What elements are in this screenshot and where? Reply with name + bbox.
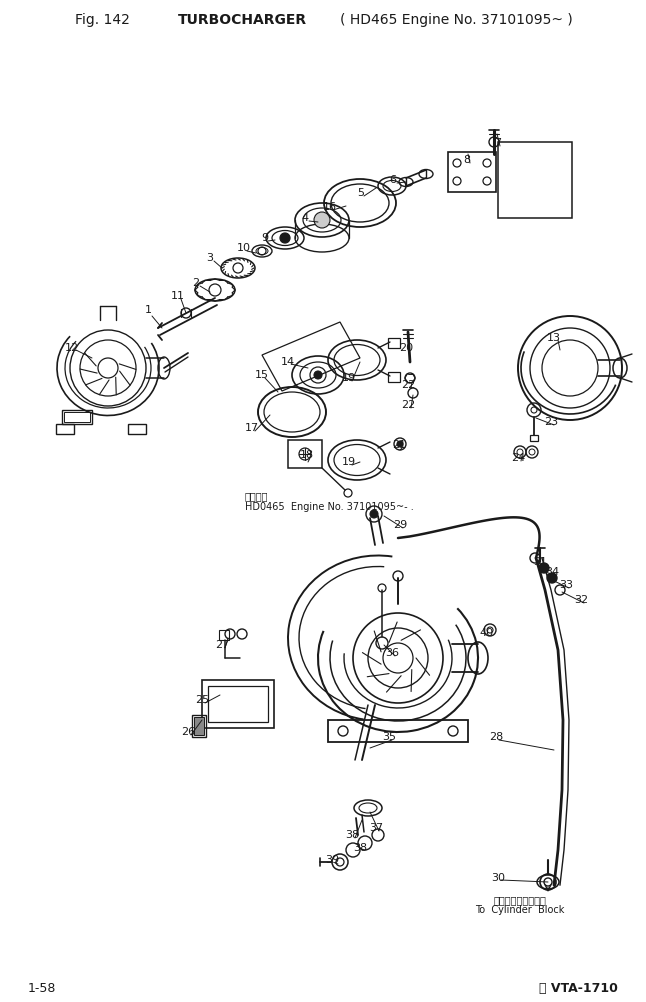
- Text: 20: 20: [399, 343, 413, 353]
- Text: 5: 5: [357, 188, 364, 198]
- Text: 39: 39: [325, 855, 339, 865]
- Text: 7: 7: [494, 138, 501, 148]
- Text: TURBOCHARGER: TURBOCHARGER: [178, 13, 307, 27]
- Text: 4: 4: [302, 213, 309, 223]
- Circle shape: [370, 510, 378, 518]
- Text: 1-58: 1-58: [28, 982, 56, 995]
- Text: 37: 37: [369, 823, 383, 833]
- Text: Fig. 142: Fig. 142: [75, 13, 130, 27]
- Text: 15: 15: [255, 370, 269, 380]
- Text: 2: 2: [193, 278, 200, 288]
- Bar: [219, 630, 229, 640]
- Text: 38: 38: [353, 843, 367, 853]
- Text: 24: 24: [511, 453, 525, 463]
- Bar: [448, 152, 496, 192]
- Text: 6: 6: [390, 175, 397, 185]
- Circle shape: [314, 371, 322, 379]
- Text: ( HD465 Engine No. 37101095~ ): ( HD465 Engine No. 37101095~ ): [340, 13, 573, 27]
- Text: 12: 12: [65, 343, 79, 353]
- Text: 23: 23: [544, 417, 558, 427]
- Text: 8: 8: [463, 155, 470, 165]
- Bar: [530, 435, 538, 441]
- Circle shape: [397, 441, 403, 447]
- Text: 1: 1: [145, 305, 152, 315]
- Text: 36: 36: [385, 648, 399, 658]
- Text: 22: 22: [401, 380, 415, 390]
- Circle shape: [539, 563, 549, 573]
- Text: 32: 32: [574, 595, 588, 605]
- Text: 40: 40: [480, 628, 494, 638]
- Text: 9: 9: [262, 233, 269, 243]
- Text: 13: 13: [547, 333, 561, 343]
- Bar: [288, 440, 322, 468]
- Text: 34: 34: [545, 567, 559, 577]
- Circle shape: [547, 573, 557, 583]
- Text: 38: 38: [345, 830, 359, 840]
- Text: 29: 29: [393, 520, 407, 530]
- Bar: [64, 412, 90, 422]
- Text: 17: 17: [245, 423, 259, 433]
- Text: 3: 3: [207, 253, 213, 263]
- Text: To  Cylinder  Block: To Cylinder Block: [475, 905, 565, 915]
- Text: HD0465  Engine No. 37101095~- .: HD0465 Engine No. 37101095~- .: [245, 502, 413, 512]
- Text: 22: 22: [401, 400, 415, 410]
- Text: 31: 31: [533, 557, 547, 567]
- Text: 28: 28: [489, 732, 503, 742]
- Text: 14: 14: [281, 357, 295, 367]
- Text: 21: 21: [392, 440, 406, 450]
- Text: 19: 19: [342, 373, 356, 383]
- Text: 11: 11: [171, 291, 185, 301]
- Text: 25: 25: [195, 695, 209, 705]
- Text: 適用番号: 適用番号: [245, 491, 269, 501]
- Text: 10: 10: [237, 243, 251, 253]
- Text: 33: 33: [559, 580, 573, 590]
- Bar: [208, 686, 268, 722]
- Bar: [128, 424, 146, 434]
- Bar: [194, 717, 204, 735]
- Bar: [62, 410, 92, 424]
- Text: 16: 16: [323, 202, 337, 212]
- Text: 27: 27: [215, 640, 229, 650]
- Bar: [328, 720, 468, 742]
- Text: 26: 26: [181, 727, 195, 737]
- Bar: [388, 338, 400, 348]
- Circle shape: [280, 233, 290, 243]
- Text: Ⓐ VTA-1710: Ⓐ VTA-1710: [539, 982, 618, 995]
- Bar: [202, 680, 274, 728]
- Text: シリンダブロックへ: シリンダブロックへ: [494, 895, 547, 905]
- Text: 19: 19: [342, 457, 356, 467]
- Text: 35: 35: [382, 732, 396, 742]
- Bar: [56, 424, 74, 434]
- Text: 18: 18: [300, 450, 314, 460]
- Bar: [388, 372, 400, 382]
- Bar: [192, 715, 206, 737]
- Circle shape: [314, 212, 330, 228]
- Text: 30: 30: [491, 873, 505, 883]
